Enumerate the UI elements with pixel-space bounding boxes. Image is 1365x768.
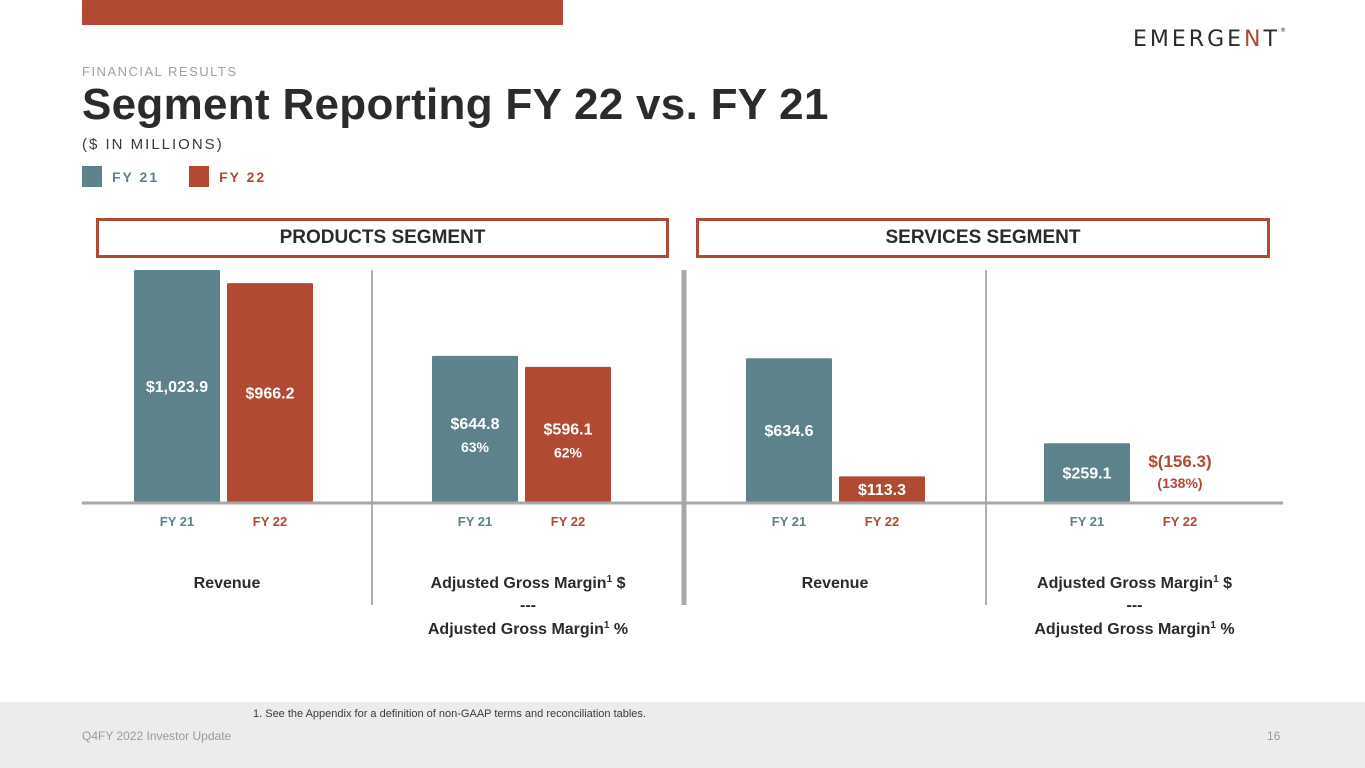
bar-fy22: [839, 476, 925, 502]
x-tick-label-fy21: FY 21: [772, 514, 806, 529]
panel-caption-separator: ---: [520, 597, 536, 614]
bar-percent-label: 62%: [554, 444, 583, 460]
legend-label-fy22: FY 22: [219, 168, 267, 185]
panel-caption-percent: Adjusted Gross Margin1 %: [428, 620, 628, 638]
segment-bar-chart: $1,023.9 FY 21 $966.2 FY 22 Revenue $644.8 63%…: [82, 270, 1283, 638]
legend-swatch-fy21: [82, 166, 102, 187]
bar-value-label: $259.1: [1063, 466, 1112, 483]
section-eyebrow: FINANCIAL RESULTS: [82, 64, 238, 79]
bar-value-label: $1,023.9: [146, 379, 208, 396]
emergent-logo: EMERGENT®: [1133, 27, 1286, 52]
bar-percent-label: 63%: [461, 439, 490, 455]
panel-caption: Revenue: [802, 575, 869, 592]
bar-value-label: $634.6: [765, 423, 814, 440]
legend-label-fy21: FY 21: [112, 168, 160, 185]
x-tick-label-fy21: FY 21: [1070, 514, 1104, 529]
panel-caption-separator: ---: [1127, 597, 1143, 614]
bar-fy21: [432, 355, 518, 502]
x-tick-label-fy22: FY 22: [1163, 514, 1197, 529]
units-subtitle: ($ IN MILLIONS): [82, 136, 224, 153]
bar-fy22: [227, 283, 313, 502]
bar-fy21: [1044, 443, 1130, 502]
footer-band: [0, 702, 1365, 768]
bar-value-label: $113.3: [858, 482, 906, 499]
footer-deck-title: Q4FY 2022 Investor Update: [82, 729, 232, 743]
services-segment-header: SERVICES SEGMENT: [696, 218, 1270, 258]
x-tick-label-fy21: FY 21: [458, 514, 492, 529]
chart-legend: FY 21 FY 22: [82, 166, 296, 187]
bar-value-label: $644.8: [451, 416, 500, 433]
bar-fy22: [525, 366, 611, 502]
x-tick-label-fy22: FY 22: [551, 514, 585, 529]
x-tick-label-fy21: FY 21: [160, 514, 194, 529]
page-number: 16: [1267, 729, 1281, 743]
bar-fy21: [134, 270, 220, 502]
x-tick-label-fy22: FY 22: [253, 514, 287, 529]
bar-value-label: $966.2: [246, 386, 295, 403]
x-tick-label-fy22: FY 22: [865, 514, 899, 529]
negative-percent-label: (138%): [1157, 475, 1202, 491]
bar-fy21: [746, 358, 832, 502]
panel-caption-percent: Adjusted Gross Margin1 %: [1034, 620, 1234, 638]
bar-value-label: $596.1: [544, 421, 593, 438]
page-title: Segment Reporting FY 22 vs. FY 21: [82, 80, 829, 129]
panel-caption: Revenue: [194, 575, 261, 592]
footnote: 1. See the Appendix for a definition of …: [253, 708, 646, 720]
legend-swatch-fy22: [189, 166, 210, 187]
products-segment-header: PRODUCTS SEGMENT: [96, 218, 669, 258]
top-accent-bar: [82, 0, 563, 25]
panel-caption-dollar: Adjusted Gross Margin1 $: [431, 574, 626, 592]
panel-caption-dollar: Adjusted Gross Margin1 $: [1037, 574, 1232, 592]
negative-value-label: $(156.3): [1148, 452, 1211, 471]
